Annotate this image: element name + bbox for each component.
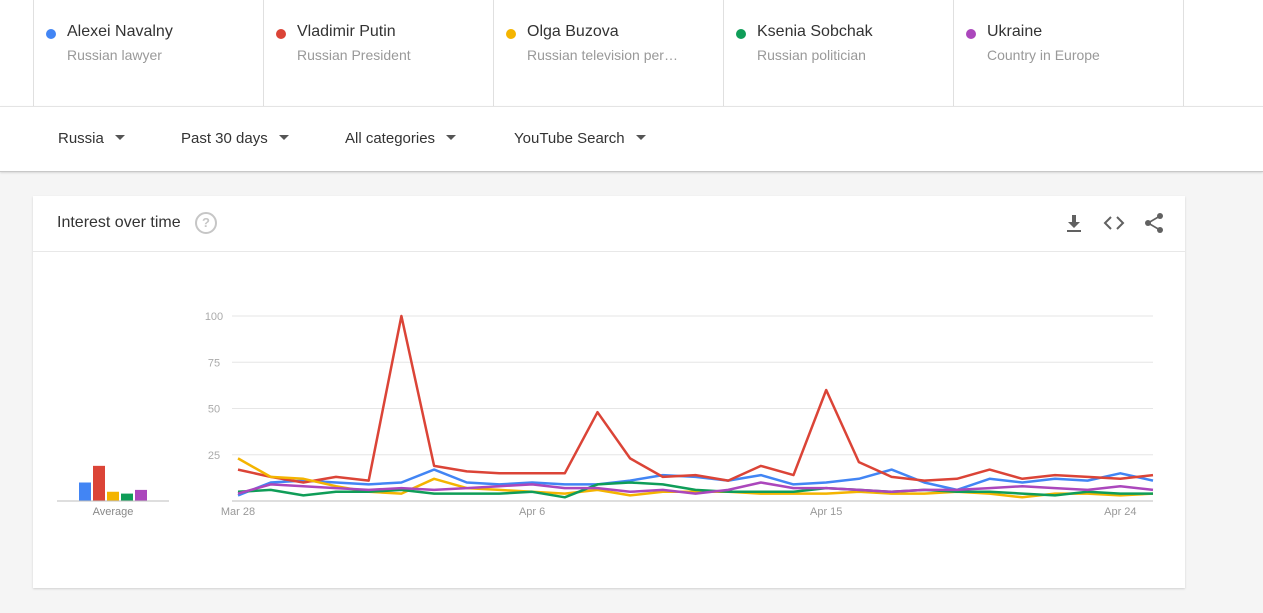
interest-over-time-card: Interest over time ? 25 50 75 100 Mar 28 Apr… — [33, 196, 1185, 588]
series-color-dot — [276, 29, 286, 39]
card-divider — [33, 251, 1185, 252]
y-tick-label: 75 — [208, 357, 220, 369]
chevron-down-icon — [635, 134, 646, 140]
download-icon[interactable] — [1063, 212, 1085, 234]
series-color-dot — [506, 29, 516, 39]
series-color-dot — [966, 29, 976, 39]
chevron-down-icon — [446, 134, 457, 140]
term-card-2[interactable]: Vladimir Putin Russian President — [263, 0, 493, 106]
search-property-dropdown[interactable]: YouTube Search — [514, 130, 646, 147]
series-line — [237, 481, 1153, 499]
search-property-dropdown-label: YouTube Search — [514, 130, 625, 147]
term-name: Alexei Navalny — [67, 23, 173, 40]
x-tick-label: Mar 28 — [221, 506, 255, 518]
x-tick-label: Apr 6 — [519, 506, 545, 518]
term-description: Russian television per… — [527, 47, 678, 63]
term-name: Ksenia Sobchak — [757, 23, 873, 40]
filter-bar: Russia Past 30 days All categories YouTu… — [0, 106, 1263, 172]
category-dropdown[interactable]: All categories — [345, 130, 457, 147]
term-name: Olga Buzova — [527, 23, 619, 40]
series-line — [237, 457, 1154, 499]
share-icon[interactable] — [1143, 212, 1165, 234]
series-color-dot — [46, 29, 56, 39]
search-terms-bar: Alexei Navalny Russian lawyer Vladimir P… — [0, 0, 1263, 106]
region-dropdown-label: Russia — [58, 130, 104, 147]
series-color-dot — [736, 29, 746, 39]
term-description: Country in Europe — [987, 47, 1100, 63]
term-card-1[interactable]: Alexei Navalny Russian lawyer — [33, 0, 263, 106]
average-bar — [93, 465, 105, 501]
card-title: Interest over time — [57, 214, 181, 231]
term-description: Russian President — [297, 47, 411, 63]
term-name: Ukraine — [987, 23, 1043, 40]
term-name: Vladimir Putin — [297, 23, 396, 40]
period-dropdown[interactable]: Past 30 days — [181, 130, 289, 147]
period-dropdown-label: Past 30 days — [181, 130, 268, 147]
series-line — [237, 481, 1154, 495]
x-tick-label: Apr 24 — [1104, 506, 1136, 518]
y-tick-label: 50 — [208, 404, 220, 416]
x-tick-label: Apr 15 — [810, 506, 842, 518]
y-tick-label: 100 — [205, 311, 223, 323]
term-card-4[interactable]: Ksenia Sobchak Russian politician — [723, 0, 953, 106]
x-tick-labels: Mar 28 Apr 6 Apr 15 Apr 24 — [221, 506, 1137, 518]
region-dropdown[interactable]: Russia — [58, 130, 125, 147]
chart-gridlines — [232, 315, 1153, 502]
average-bar — [107, 491, 119, 501]
chevron-down-icon — [114, 134, 125, 140]
question-mark-icon[interactable]: ? — [195, 212, 217, 234]
y-tick-labels: 25 50 75 100 — [205, 311, 223, 462]
average-bar — [135, 489, 147, 501]
average-bar-chart — [57, 465, 169, 502]
term-card-3[interactable]: Olga Buzova Russian television per… — [493, 0, 723, 106]
y-tick-label: 25 — [208, 450, 220, 462]
average-bar — [121, 493, 133, 501]
series-line — [237, 468, 1154, 497]
series-lines — [237, 314, 1154, 499]
term-description: Russian politician — [757, 47, 866, 63]
term-card-5[interactable]: Ukraine Country in Europe — [953, 0, 1184, 106]
series-line — [237, 314, 1154, 484]
interest-line-chart: 25 50 75 100 Mar 28 Apr 6 Apr 15 Apr 24 Averag… — [57, 311, 1154, 518]
average-bar — [79, 482, 91, 501]
chevron-down-icon — [278, 134, 289, 140]
embed-code-icon[interactable] — [1103, 212, 1125, 234]
term-description: Russian lawyer — [67, 47, 162, 63]
average-label: Average — [93, 506, 134, 518]
category-dropdown-label: All categories — [345, 130, 436, 147]
